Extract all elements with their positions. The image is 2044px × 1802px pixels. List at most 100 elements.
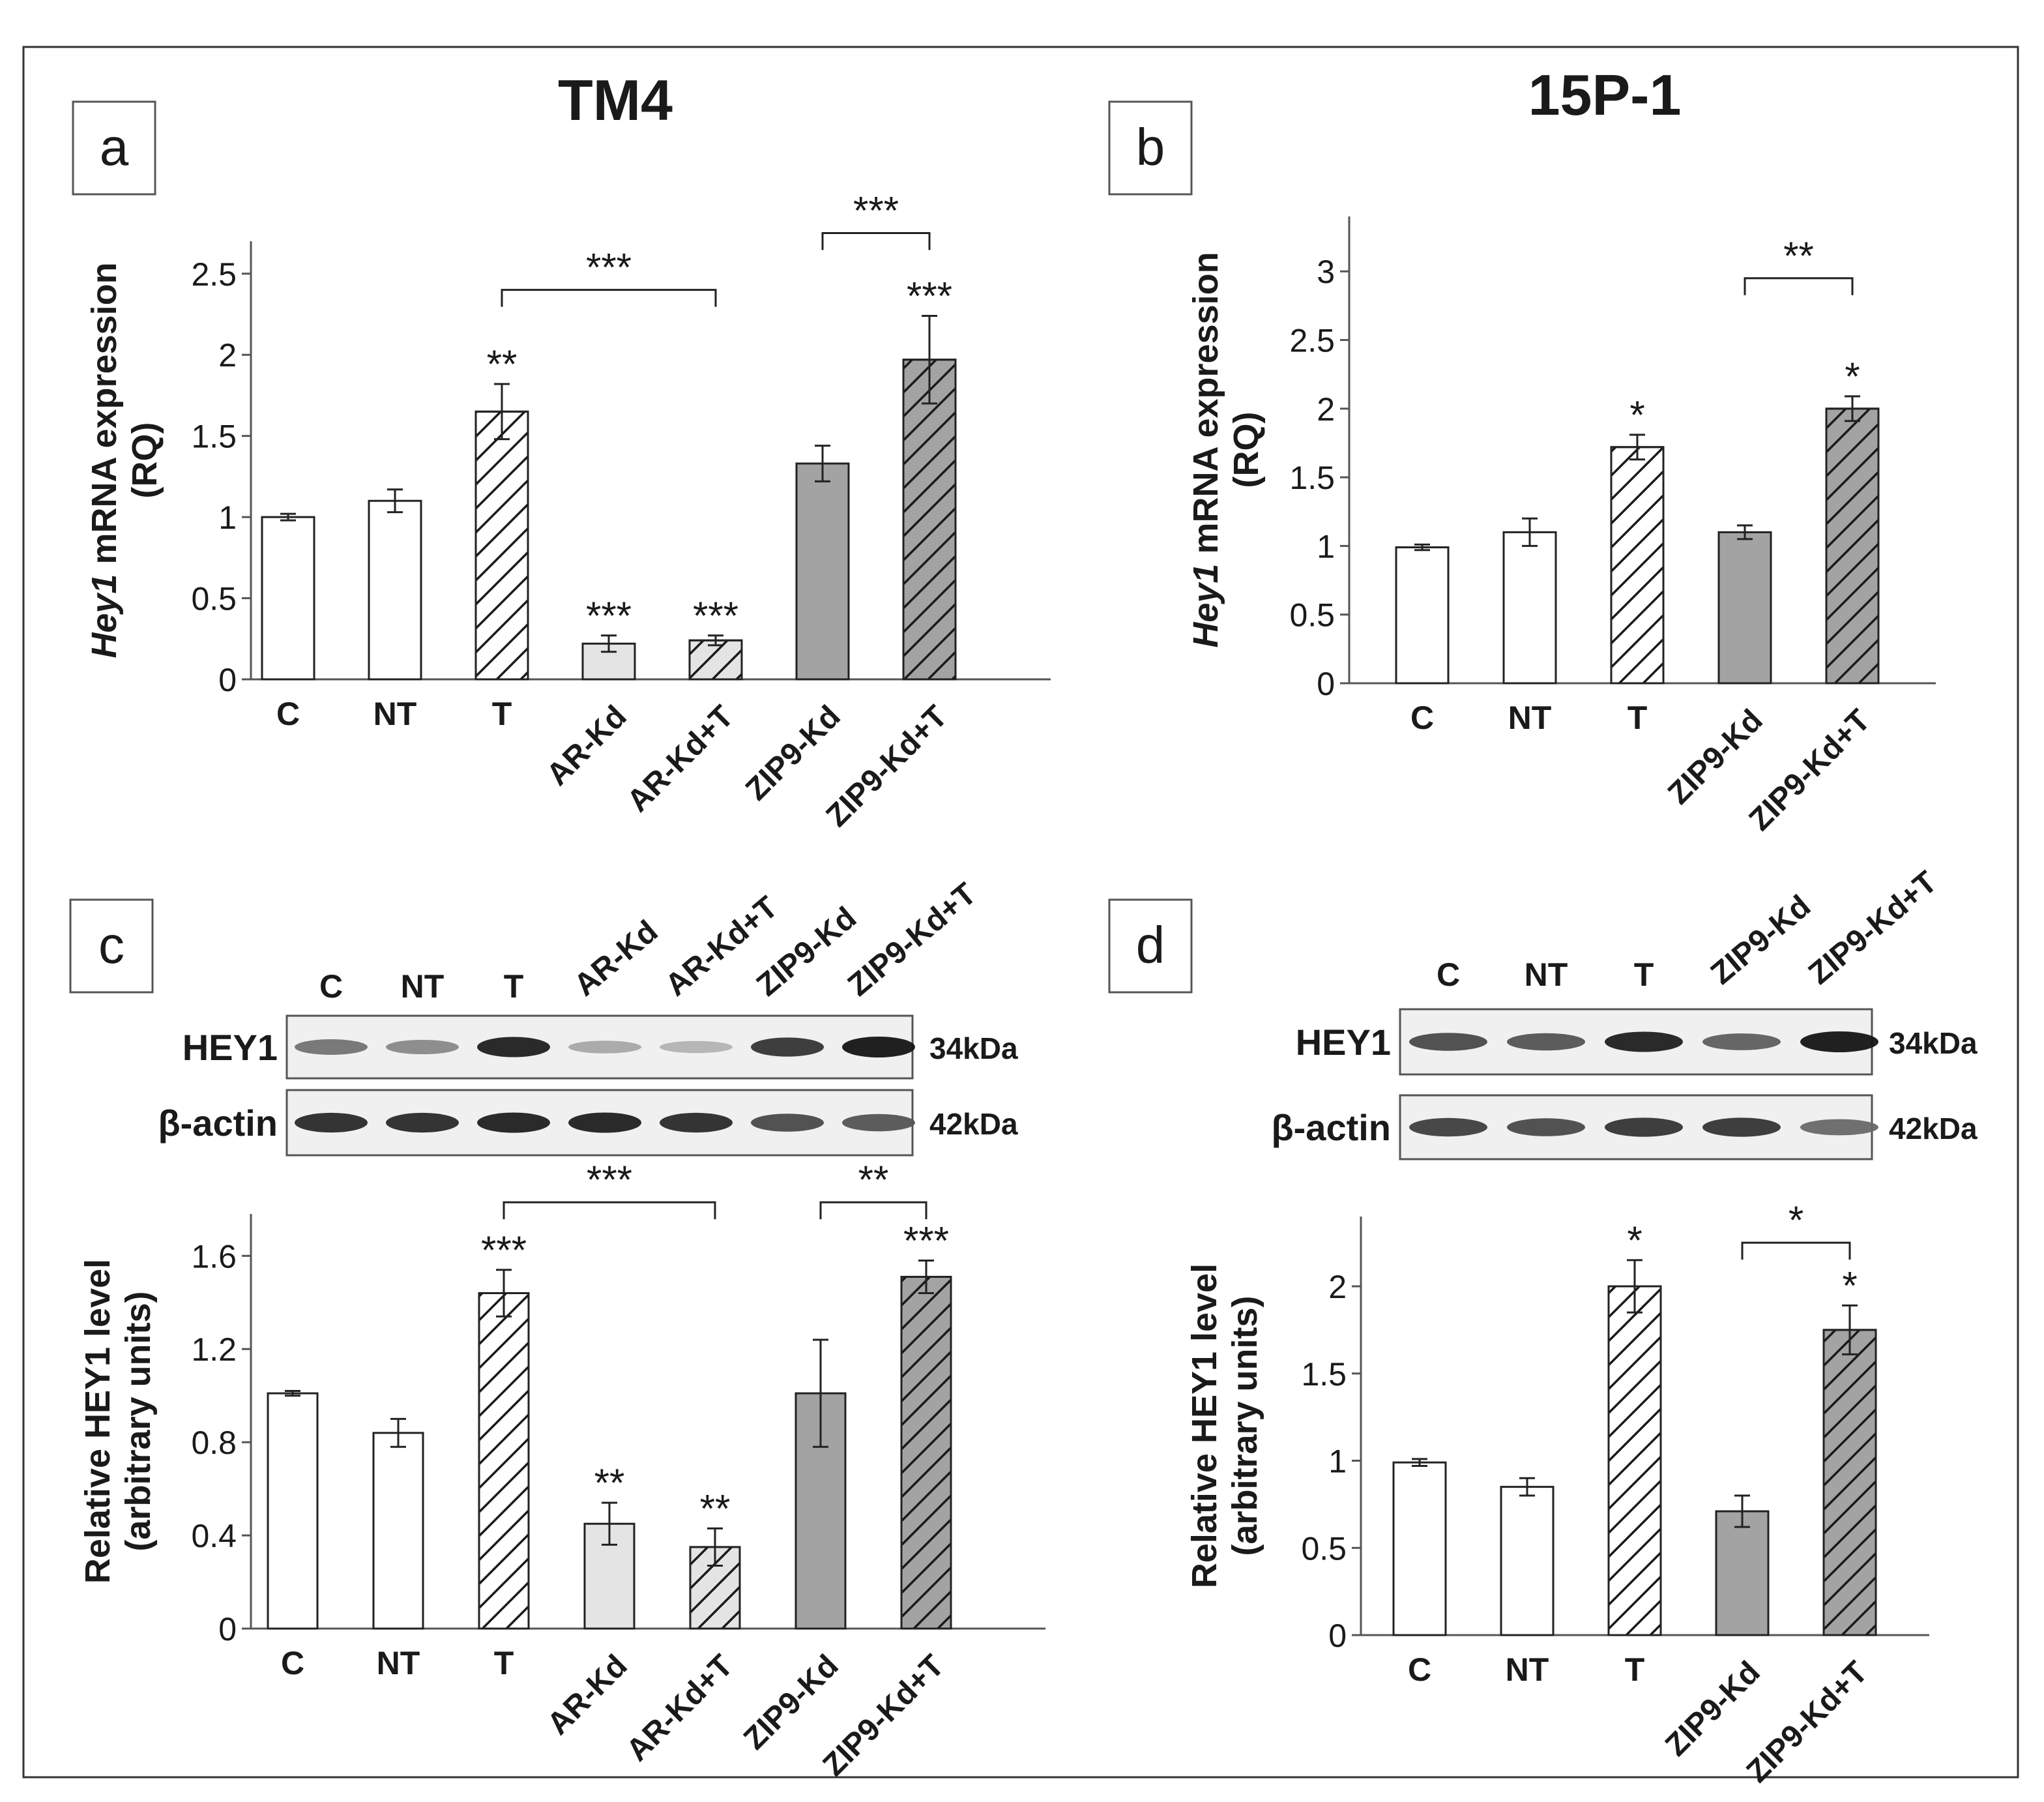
lane-label: ZIP9-Kd+T xyxy=(1802,864,1944,991)
y-tick-label: 1 xyxy=(218,499,237,536)
blot-band xyxy=(1507,1033,1585,1051)
category-label: NT xyxy=(377,1645,420,1681)
lane-label: ZIP9-Kd xyxy=(1704,889,1817,991)
y-tick-label: 0.5 xyxy=(1289,597,1335,634)
significance-bracket xyxy=(1741,1241,1851,1260)
blot-row-label: β-actin xyxy=(1271,1107,1391,1148)
blot-band xyxy=(1507,1118,1585,1136)
blot-band xyxy=(1800,1119,1878,1136)
category-label: C xyxy=(276,696,300,732)
panel-d-box xyxy=(1108,898,1193,994)
y-tick-label: 0 xyxy=(1317,666,1335,702)
bar-hatch-T xyxy=(1607,1285,1662,1636)
y-axis-label: Relative HEY1 level xyxy=(78,1259,117,1584)
panel-b-label: b xyxy=(1136,118,1165,176)
blot-band xyxy=(295,1112,368,1133)
significance-label: ** xyxy=(487,342,518,386)
blot-band xyxy=(568,1041,641,1054)
y-tick-label: 2 xyxy=(1317,391,1335,428)
y-tick-label: 1.5 xyxy=(191,419,237,455)
blot-band xyxy=(842,1037,915,1057)
blot-size-label: 42kDa xyxy=(929,1107,1018,1141)
y-axis-label: Hey1 mRNA expression xyxy=(85,262,124,658)
significance-label: *** xyxy=(907,274,952,318)
blot-band xyxy=(842,1114,915,1132)
bar-hatch-ZIP9-Kd+T xyxy=(900,1275,952,1630)
bracket-significance-label: *** xyxy=(853,189,899,233)
category-label: T xyxy=(1625,1651,1645,1688)
category-label: NT xyxy=(1508,700,1552,736)
bar-NT xyxy=(372,1432,424,1630)
bar-NT xyxy=(1500,1486,1555,1636)
y-tick-label: 0.5 xyxy=(1301,1530,1347,1567)
blot-size-label: 34kDa xyxy=(1889,1026,1978,1060)
y-tick-label: 0.5 xyxy=(191,581,237,617)
significance-label: * xyxy=(1629,393,1644,437)
lane-label: C xyxy=(319,968,343,1005)
y-tick-label: 0.4 xyxy=(191,1518,237,1554)
panel-c-box xyxy=(69,898,154,994)
blot-size-label: 34kDa xyxy=(929,1031,1018,1065)
category-label: NT xyxy=(373,696,417,732)
lane-label: C xyxy=(1437,956,1460,993)
category-label: AR-Kd+T xyxy=(620,699,740,819)
blot-band xyxy=(1409,1117,1487,1137)
y-tick-label: 2.5 xyxy=(191,256,237,293)
significance-bracket xyxy=(821,232,931,250)
category-label: NT xyxy=(1506,1651,1549,1688)
y-tick-label: 1.5 xyxy=(1301,1356,1347,1393)
blot-band xyxy=(477,1112,550,1133)
y-axis-label-gene: Hey1 xyxy=(85,574,124,658)
category-label: C xyxy=(281,1645,304,1681)
bracket-significance-label: ** xyxy=(858,1158,889,1202)
category-label: ZIP9-Kd xyxy=(739,699,847,807)
lane-label: ZIP9-Kd+T xyxy=(841,876,983,1003)
category-label: ZIP9-Kd xyxy=(1659,1655,1767,1763)
blot-band xyxy=(1409,1033,1487,1051)
y-tick-label: 3 xyxy=(1317,254,1335,290)
blot-band xyxy=(386,1039,459,1055)
y-tick-label: 0 xyxy=(218,1611,237,1647)
blot-band xyxy=(751,1037,824,1057)
y-axis-label-text: mRNA expression xyxy=(85,262,124,574)
bar-C xyxy=(267,1392,319,1630)
significance-label: ** xyxy=(594,1461,625,1505)
y-tick-label: 1 xyxy=(1317,528,1335,565)
y-tick-label: 2 xyxy=(1328,1269,1347,1305)
panel-b-box xyxy=(1108,100,1193,196)
bar-hatch-T xyxy=(474,410,529,681)
category-label: ZIP9-Kd xyxy=(1661,703,1770,811)
y-tick-label: 2 xyxy=(218,337,237,374)
blot-row-label: HEY1 xyxy=(182,1027,278,1068)
category-label: C xyxy=(1410,700,1434,736)
panel-a-label: a xyxy=(100,118,129,176)
y-axis-label-gene: Hey1 xyxy=(1186,564,1225,648)
lane-label: NT xyxy=(401,968,445,1005)
y-tick-label: 2.5 xyxy=(1289,323,1335,359)
significance-label: *** xyxy=(693,594,738,638)
bar-hatch-ZIP9-Kd+T xyxy=(902,359,957,681)
blot-band xyxy=(1605,1031,1683,1052)
bar-hatch-ZIP9-Kd+T xyxy=(1825,407,1880,685)
significance-label: *** xyxy=(481,1228,527,1272)
category-label: AR-Kd xyxy=(541,1648,634,1741)
blot-size-label: 42kDa xyxy=(1889,1112,1978,1145)
y-axis-label-text: mRNA expression xyxy=(1186,252,1225,563)
blot-band xyxy=(660,1041,733,1054)
panel-d-label: d xyxy=(1136,916,1165,974)
panel-c-label: c xyxy=(98,916,124,974)
bar-ZIP9-Kd xyxy=(1715,1510,1770,1636)
blot-band xyxy=(751,1114,824,1132)
lane-label: T xyxy=(504,968,524,1005)
blot-band xyxy=(386,1112,459,1133)
bracket-significance-label: * xyxy=(1788,1198,1803,1242)
bar-hatch-T xyxy=(1610,446,1665,685)
chart-b: 0 0.5 1 1.5 2 2.5 3 Hey1 mRNA expression (RQ) C NT… xyxy=(1186,216,1936,838)
significance-label: * xyxy=(1842,1263,1857,1307)
lane-label: T xyxy=(1634,956,1654,993)
y-axis-label-units: (arbitrary units) xyxy=(1225,1295,1264,1556)
